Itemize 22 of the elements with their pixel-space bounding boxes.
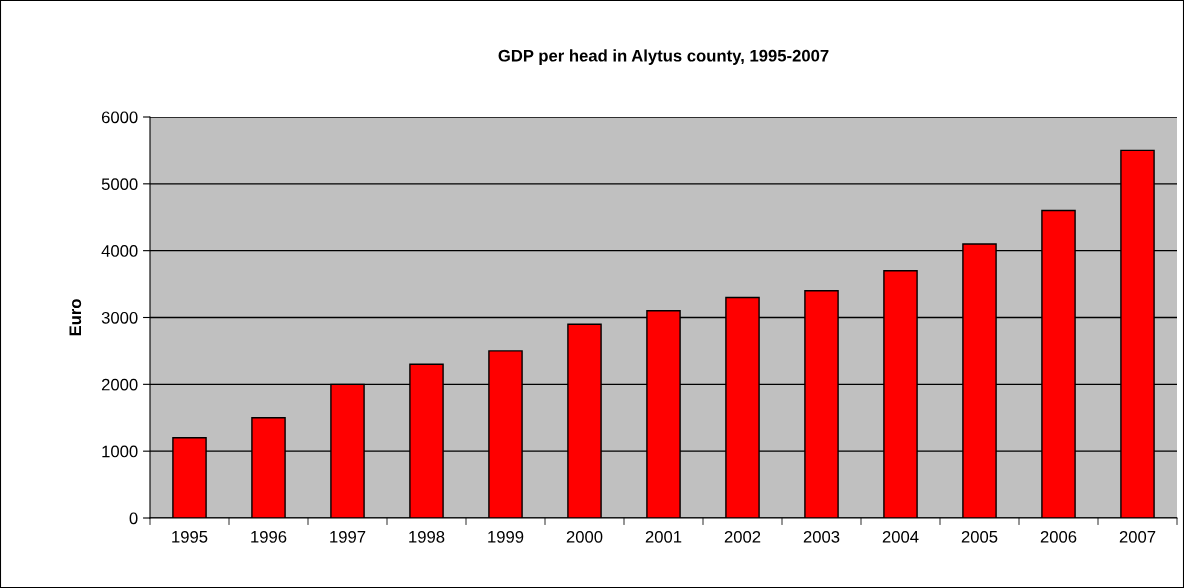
x-tick-label: 2002 [724,530,761,543]
x-tick-label: 2003 [803,530,840,543]
x-tick-label: 1997 [330,530,366,543]
y-tick-label: 3000 [101,311,138,324]
x-tick-label: 2004 [882,530,919,543]
x-tick-label: 2005 [961,530,998,543]
x-tick-label: 1995 [172,530,208,543]
y-tick-label: 6000 [101,111,138,124]
y-tick-label: 4000 [101,245,138,257]
x-tick-label: 1999 [488,530,524,543]
y-tick-label: 0 [129,512,138,525]
y-tick-label: 2000 [101,378,138,391]
x-tick-label: 2001 [645,530,682,543]
y-axis-title: Euro [69,299,82,336]
y-tick-label: 5000 [101,178,138,191]
y-tick-label: 1000 [102,445,138,458]
x-tick-label: 2006 [1040,530,1077,543]
x-tick-label: 2007 [1119,530,1156,543]
x-tick-label: 2000 [566,530,603,543]
x-tick-label: 1998 [409,530,445,543]
chart-title: GDP per head in Alytus county, 1995-2007 [498,49,829,65]
x-tick-label: 1996 [251,530,287,543]
